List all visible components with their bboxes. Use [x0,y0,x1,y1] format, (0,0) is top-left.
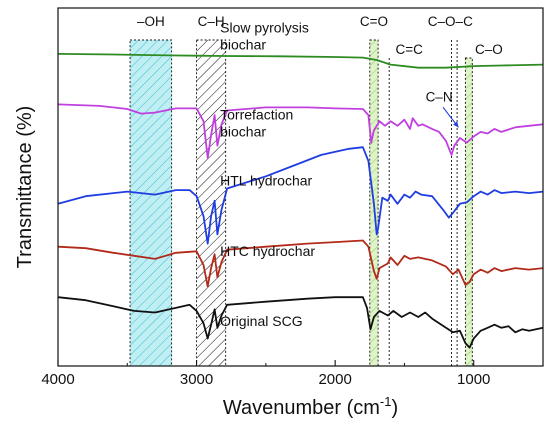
series-label-2: HTL hydrochar [220,172,312,188]
series-line-1 [57,103,544,159]
series-layer [57,53,544,349]
band-label-2: C=O [360,14,388,29]
series-label-3: HTC hydrochar [220,243,315,259]
band-label-1: C–H [198,14,225,29]
annotation-0: C–N [426,89,453,104]
series-line-3 [57,239,544,288]
band-label-0: –OH [137,14,165,29]
series-line-0 [57,53,544,69]
band-5 [464,57,473,367]
series-line-4 [57,296,544,349]
band-label-5: C–O [475,42,503,57]
x-tick-label-0: 4000 [41,371,74,388]
band-label-4: C–O–C [428,14,473,29]
series-label-0: Slow pyrolysis biochar [220,19,309,52]
series-line-2 [57,146,544,245]
band-1 [196,39,227,367]
y-axis-title: Transmittance (%) [14,106,36,269]
plot-frame [57,7,544,367]
ticks-layer: 4000 3000 2000 1000 [41,360,544,388]
labels-layer: –OH C–H C=O C=C C–O–CC–O Slow pyrolysis biocha… [137,14,503,329]
x-tick-label-2: 2000 [318,371,351,388]
series-label-4: Original SCG [220,313,302,329]
annotation-arrowhead-0 [453,121,459,128]
band-label-3: C=C [395,42,423,57]
x-axis-title: Wavenumber (cm-1) [223,394,398,419]
x-tick-label-3: 1000 [457,371,490,388]
band-0 [129,39,173,367]
bands-layer [129,39,473,367]
x-tick-label-1: 3000 [180,371,213,388]
series-label-1: Torrefaction biochar [220,107,293,140]
